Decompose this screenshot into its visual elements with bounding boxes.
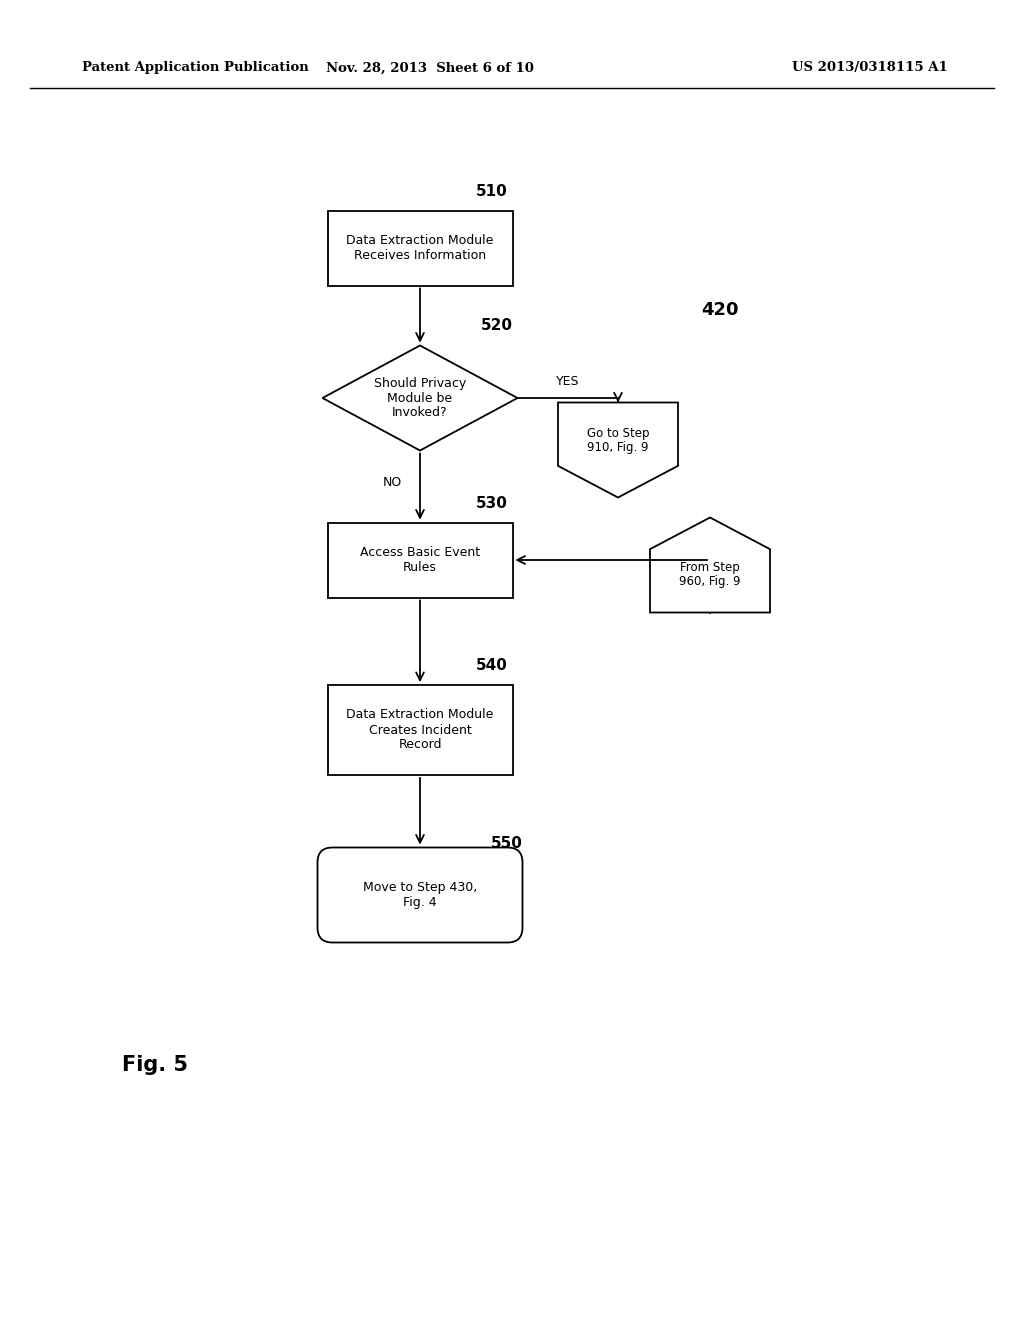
Text: Fig. 5: Fig. 5 xyxy=(122,1055,188,1074)
Text: From Step
960, Fig. 9: From Step 960, Fig. 9 xyxy=(679,561,740,589)
Text: YES: YES xyxy=(556,375,580,388)
Polygon shape xyxy=(323,346,517,450)
Text: 550: 550 xyxy=(490,836,522,850)
Text: Data Extraction Module
Creates Incident
Record: Data Extraction Module Creates Incident … xyxy=(346,709,494,751)
Polygon shape xyxy=(650,517,770,612)
Text: Patent Application Publication: Patent Application Publication xyxy=(82,62,309,74)
Text: Move to Step 430,
Fig. 4: Move to Step 430, Fig. 4 xyxy=(362,880,477,909)
Text: 530: 530 xyxy=(475,495,508,511)
FancyBboxPatch shape xyxy=(317,847,522,942)
Text: Nov. 28, 2013  Sheet 6 of 10: Nov. 28, 2013 Sheet 6 of 10 xyxy=(326,62,534,74)
Text: US 2013/0318115 A1: US 2013/0318115 A1 xyxy=(793,62,948,74)
Text: Should Privacy
Module be
Invoked?: Should Privacy Module be Invoked? xyxy=(374,376,466,420)
Text: Go to Step
910, Fig. 9: Go to Step 910, Fig. 9 xyxy=(587,426,649,454)
Text: 420: 420 xyxy=(701,301,738,319)
Text: 510: 510 xyxy=(476,183,508,198)
Bar xyxy=(328,210,512,285)
Text: NO: NO xyxy=(383,475,402,488)
Bar xyxy=(328,685,512,775)
Text: 540: 540 xyxy=(475,657,508,673)
Text: Access Basic Event
Rules: Access Basic Event Rules xyxy=(360,546,480,574)
Bar xyxy=(328,523,512,598)
Text: 520: 520 xyxy=(480,318,512,334)
Text: Data Extraction Module
Receives Information: Data Extraction Module Receives Informat… xyxy=(346,234,494,261)
Polygon shape xyxy=(558,403,678,498)
